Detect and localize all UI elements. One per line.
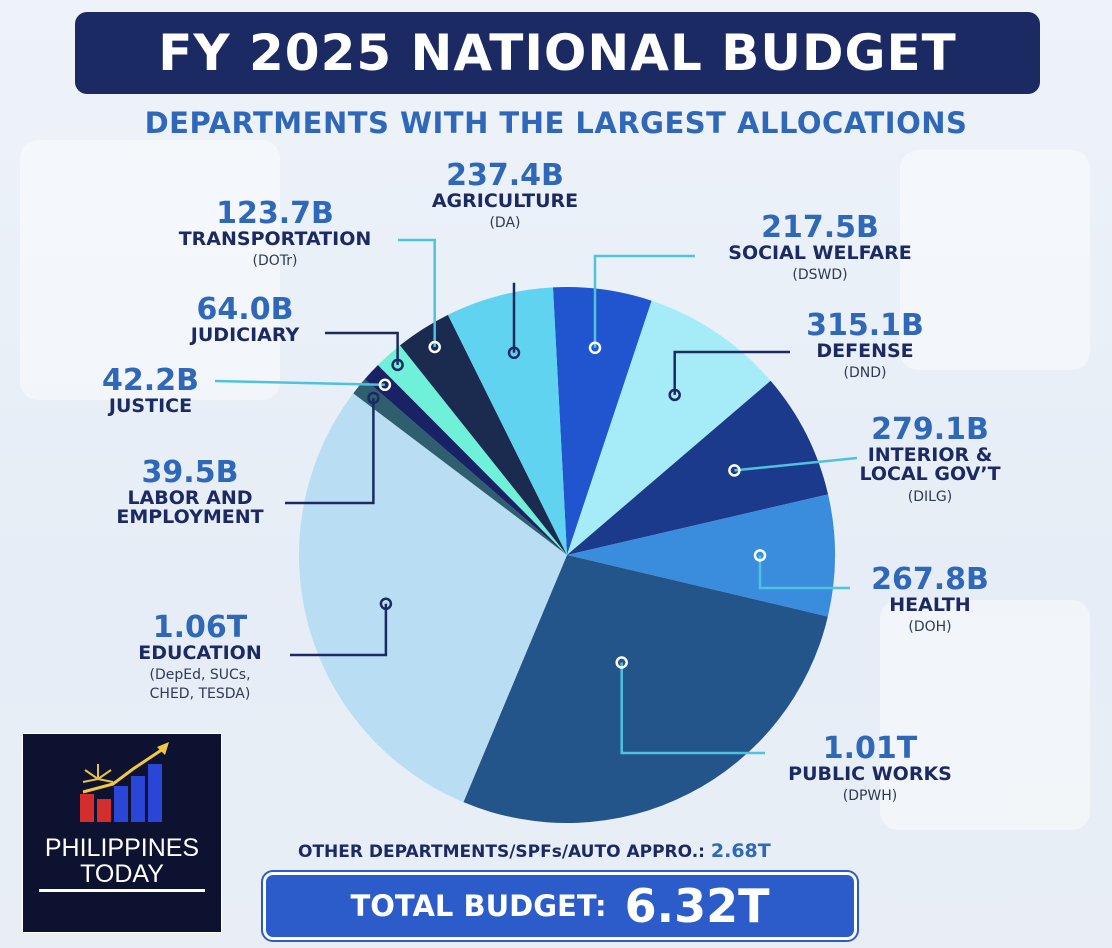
philippines-today-logo: PHILIPPINES TODAY xyxy=(22,733,222,933)
page-subtitle: DEPARTMENTS WITH THE LARGEST ALLOCATIONS xyxy=(144,106,968,140)
leader-dot-labor xyxy=(367,391,380,405)
label-defense-abbr: (DND) xyxy=(843,365,887,382)
label-health-name: HEALTH xyxy=(889,593,971,616)
pie-slice-transportation xyxy=(399,314,567,555)
label-social-welfare: 217.5B SOCIAL WELFARE (DSWD) xyxy=(700,212,940,285)
label-agriculture-value: 237.4B xyxy=(446,158,564,193)
leader-dot-social-welfare xyxy=(588,341,602,355)
label-social-welfare-abbr: (DSWD) xyxy=(792,267,848,284)
leader-line-interior xyxy=(734,456,858,472)
label-judiciary: 64.0B JUDICIARY xyxy=(160,294,330,345)
label-agriculture-name: AGRICULTURE xyxy=(431,189,579,212)
leader-dot-transportation xyxy=(428,340,441,354)
pie-slice-agriculture xyxy=(447,287,567,555)
label-justice-value: 42.2B xyxy=(102,363,199,398)
pie-slice-interior xyxy=(567,380,829,555)
label-public-works: 1.01T PUBLIC WORKS (DPWH) xyxy=(770,733,970,806)
label-labor-name-line2: EMPLOYMENT xyxy=(116,506,264,529)
label-public-works-value: 1.01T xyxy=(822,731,918,766)
leader-dot-judiciary xyxy=(391,358,404,372)
label-public-works-abbr: (DPWH) xyxy=(842,788,898,805)
pie-slice-education xyxy=(299,393,567,803)
leader-dot-interior xyxy=(728,464,741,477)
label-labor: 39.5B LABOR AND EMPLOYMENT xyxy=(95,457,285,528)
label-transportation-abbr: (DOTr) xyxy=(252,253,298,270)
logo-text-line2: TODAY xyxy=(80,860,164,888)
total-budget-label: TOTAL BUDGET: xyxy=(350,889,607,923)
leader-dot-defense xyxy=(668,388,681,402)
label-health: 267.8B HEALTH (DOH) xyxy=(860,564,1000,637)
background-panel-right xyxy=(900,150,1090,370)
other-departments-label: OTHER DEPARTMENTS/SPFs/AUTO APPRO.: xyxy=(298,842,705,862)
label-agriculture: 237.4B AGRICULTURE (DA) xyxy=(405,160,605,233)
label-labor-name-line1: LABOR AND xyxy=(127,486,253,509)
label-interior: 279.1B INTERIOR & LOCAL GOV’T (DILG) xyxy=(840,414,1020,507)
label-health-value: 267.8B xyxy=(871,562,989,597)
label-agriculture-abbr: (DA) xyxy=(489,215,521,232)
label-judiciary-value: 64.0B xyxy=(196,292,294,327)
pie-slice-justice xyxy=(364,365,567,555)
leader-dot-public-works xyxy=(615,656,628,669)
total-budget-banner: TOTAL BUDGET: 6.32T xyxy=(263,872,857,940)
leader-line-judiciary xyxy=(325,331,399,365)
label-interior-abbr: (DILG) xyxy=(907,489,953,506)
pie-slice-defense xyxy=(567,300,771,555)
label-interior-name-line2: LOCAL GOV’T xyxy=(859,463,1001,486)
label-justice: 42.2B JUSTICE xyxy=(88,365,213,416)
leader-line-social-welfare xyxy=(593,254,695,348)
leader-line-labor xyxy=(285,398,375,505)
background-panel-bottom-right xyxy=(880,600,1090,830)
label-social-welfare-value: 217.5B xyxy=(761,210,879,245)
page-title: FY 2025 NATIONAL BUDGET xyxy=(158,24,957,82)
logo-underline xyxy=(39,889,205,892)
label-education-abbr-line1: (DepEd, SUCs, xyxy=(149,667,251,684)
leader-dot-justice xyxy=(378,378,392,392)
label-education-abbr-line2: CHED, TESDA) xyxy=(149,685,251,702)
label-interior-name-line1: INTERIOR & xyxy=(867,443,993,466)
pie-slice-social-welfare xyxy=(552,287,652,555)
leader-line-education xyxy=(290,603,388,657)
label-education-name: EDUCATION xyxy=(138,641,262,664)
leader-line-defense xyxy=(673,350,790,395)
leader-line-health xyxy=(758,555,850,590)
label-defense-name: DEFENSE xyxy=(816,339,914,362)
label-transportation-value: 123.7B xyxy=(216,196,334,231)
label-judiciary-name: JUDICIARY xyxy=(190,323,300,346)
label-health-abbr: (DOH) xyxy=(908,619,952,636)
label-education-value: 1.06T xyxy=(152,610,248,645)
pie-slice-judiciary xyxy=(377,345,567,555)
leader-dot-education xyxy=(379,597,393,611)
other-departments: OTHER DEPARTMENTS/SPFs/AUTO APPRO.: 2.68… xyxy=(298,840,771,862)
leader-dot-agriculture xyxy=(507,346,521,360)
leader-line-transportation xyxy=(398,238,436,347)
label-labor-value: 39.5B xyxy=(141,455,239,490)
leader-dot-health xyxy=(753,549,767,562)
other-departments-value: 2.68T xyxy=(710,840,771,862)
leader-line-justice xyxy=(214,379,385,387)
logo-text-line1: PHILIPPINES xyxy=(44,834,200,862)
pie-slice-health xyxy=(567,494,836,617)
title-banner: FY 2025 NATIONAL BUDGET xyxy=(75,12,1040,94)
label-education: 1.06T EDUCATION (DepEd, SUCs, CHED, TESD… xyxy=(115,612,285,703)
label-defense: 315.1B DEFENSE (DND) xyxy=(795,310,935,383)
label-justice-name: JUSTICE xyxy=(108,394,193,417)
label-transportation: 123.7B TRANSPORTATION (DOTr) xyxy=(150,198,400,271)
pie-slice-public-works xyxy=(463,555,828,823)
leader-line-public-works xyxy=(620,662,765,755)
pie-slice-labor xyxy=(353,379,567,555)
label-public-works-name: PUBLIC WORKS xyxy=(788,762,952,785)
label-transportation-name: TRANSPORTATION xyxy=(178,227,372,250)
logo-bar-chart-icon xyxy=(80,742,169,822)
label-interior-value: 279.1B xyxy=(871,412,989,447)
label-defense-value: 315.1B xyxy=(806,308,924,343)
background-panel-left xyxy=(20,140,280,400)
total-budget-value: 6.32T xyxy=(624,879,770,933)
label-social-welfare-name: SOCIAL WELFARE xyxy=(728,241,912,264)
